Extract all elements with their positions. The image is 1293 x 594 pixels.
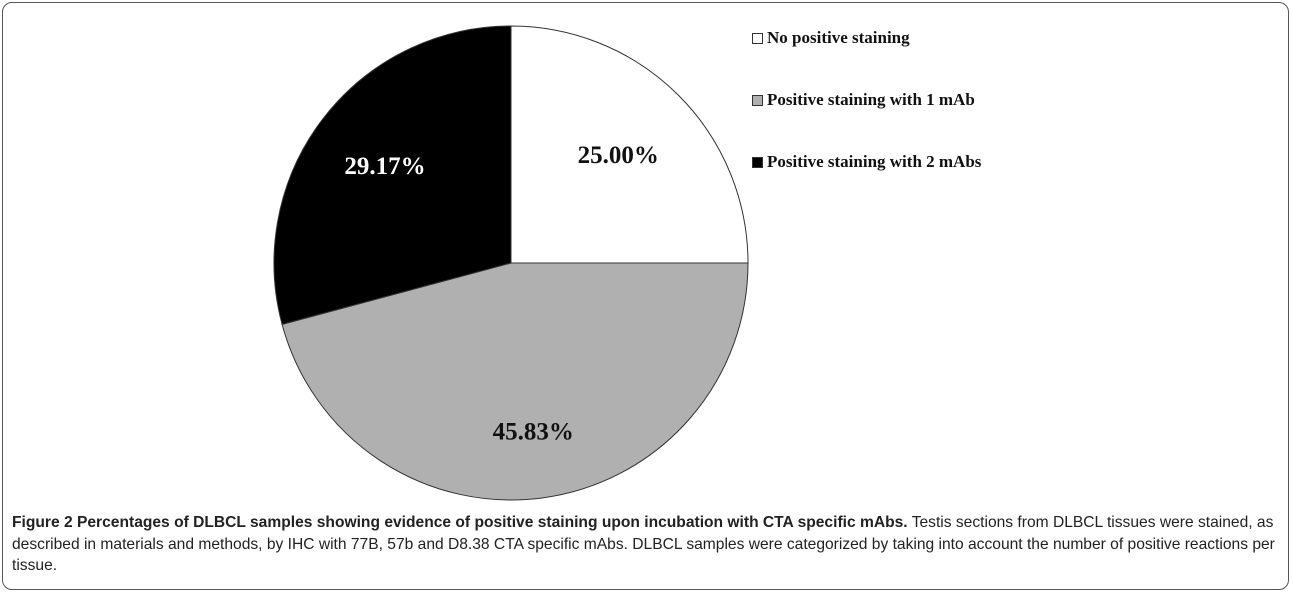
legend-item-no-positive: No positive staining [752,28,981,48]
legend-item-one-mab: Positive staining with 1 mAb [752,90,981,110]
legend-label-one-mab: Positive staining with 1 mAb [767,90,975,109]
caption-body: Testis sections from DLBCL tissues were … [12,514,1275,574]
slice-two-mabs [273,25,512,326]
legend-label-no-positive: No positive staining [767,28,910,47]
label-two-mabs: 29.17% [344,153,425,180]
legend-item-two-mabs: Positive staining with 2 mAbs [752,152,981,172]
legend-swatch-one-mab [752,94,763,106]
legend-label-two-mabs: Positive staining with 2 mAbs [767,152,982,171]
slice-one-mab [281,262,749,501]
caption-title: Figure 2 Percentages of DLBCL samples sh… [12,514,908,531]
label-one-mab: 45.83% [493,419,574,446]
legend-swatch-two-mabs [752,156,763,168]
legend: No positive staining Positive staining w… [752,28,981,214]
slice-no-positive [510,25,749,264]
figure-caption: Figure 2 Percentages of DLBCL samples sh… [12,512,1280,577]
legend-swatch-no-positive [752,32,763,44]
label-no-positive: 25.00% [578,142,659,169]
